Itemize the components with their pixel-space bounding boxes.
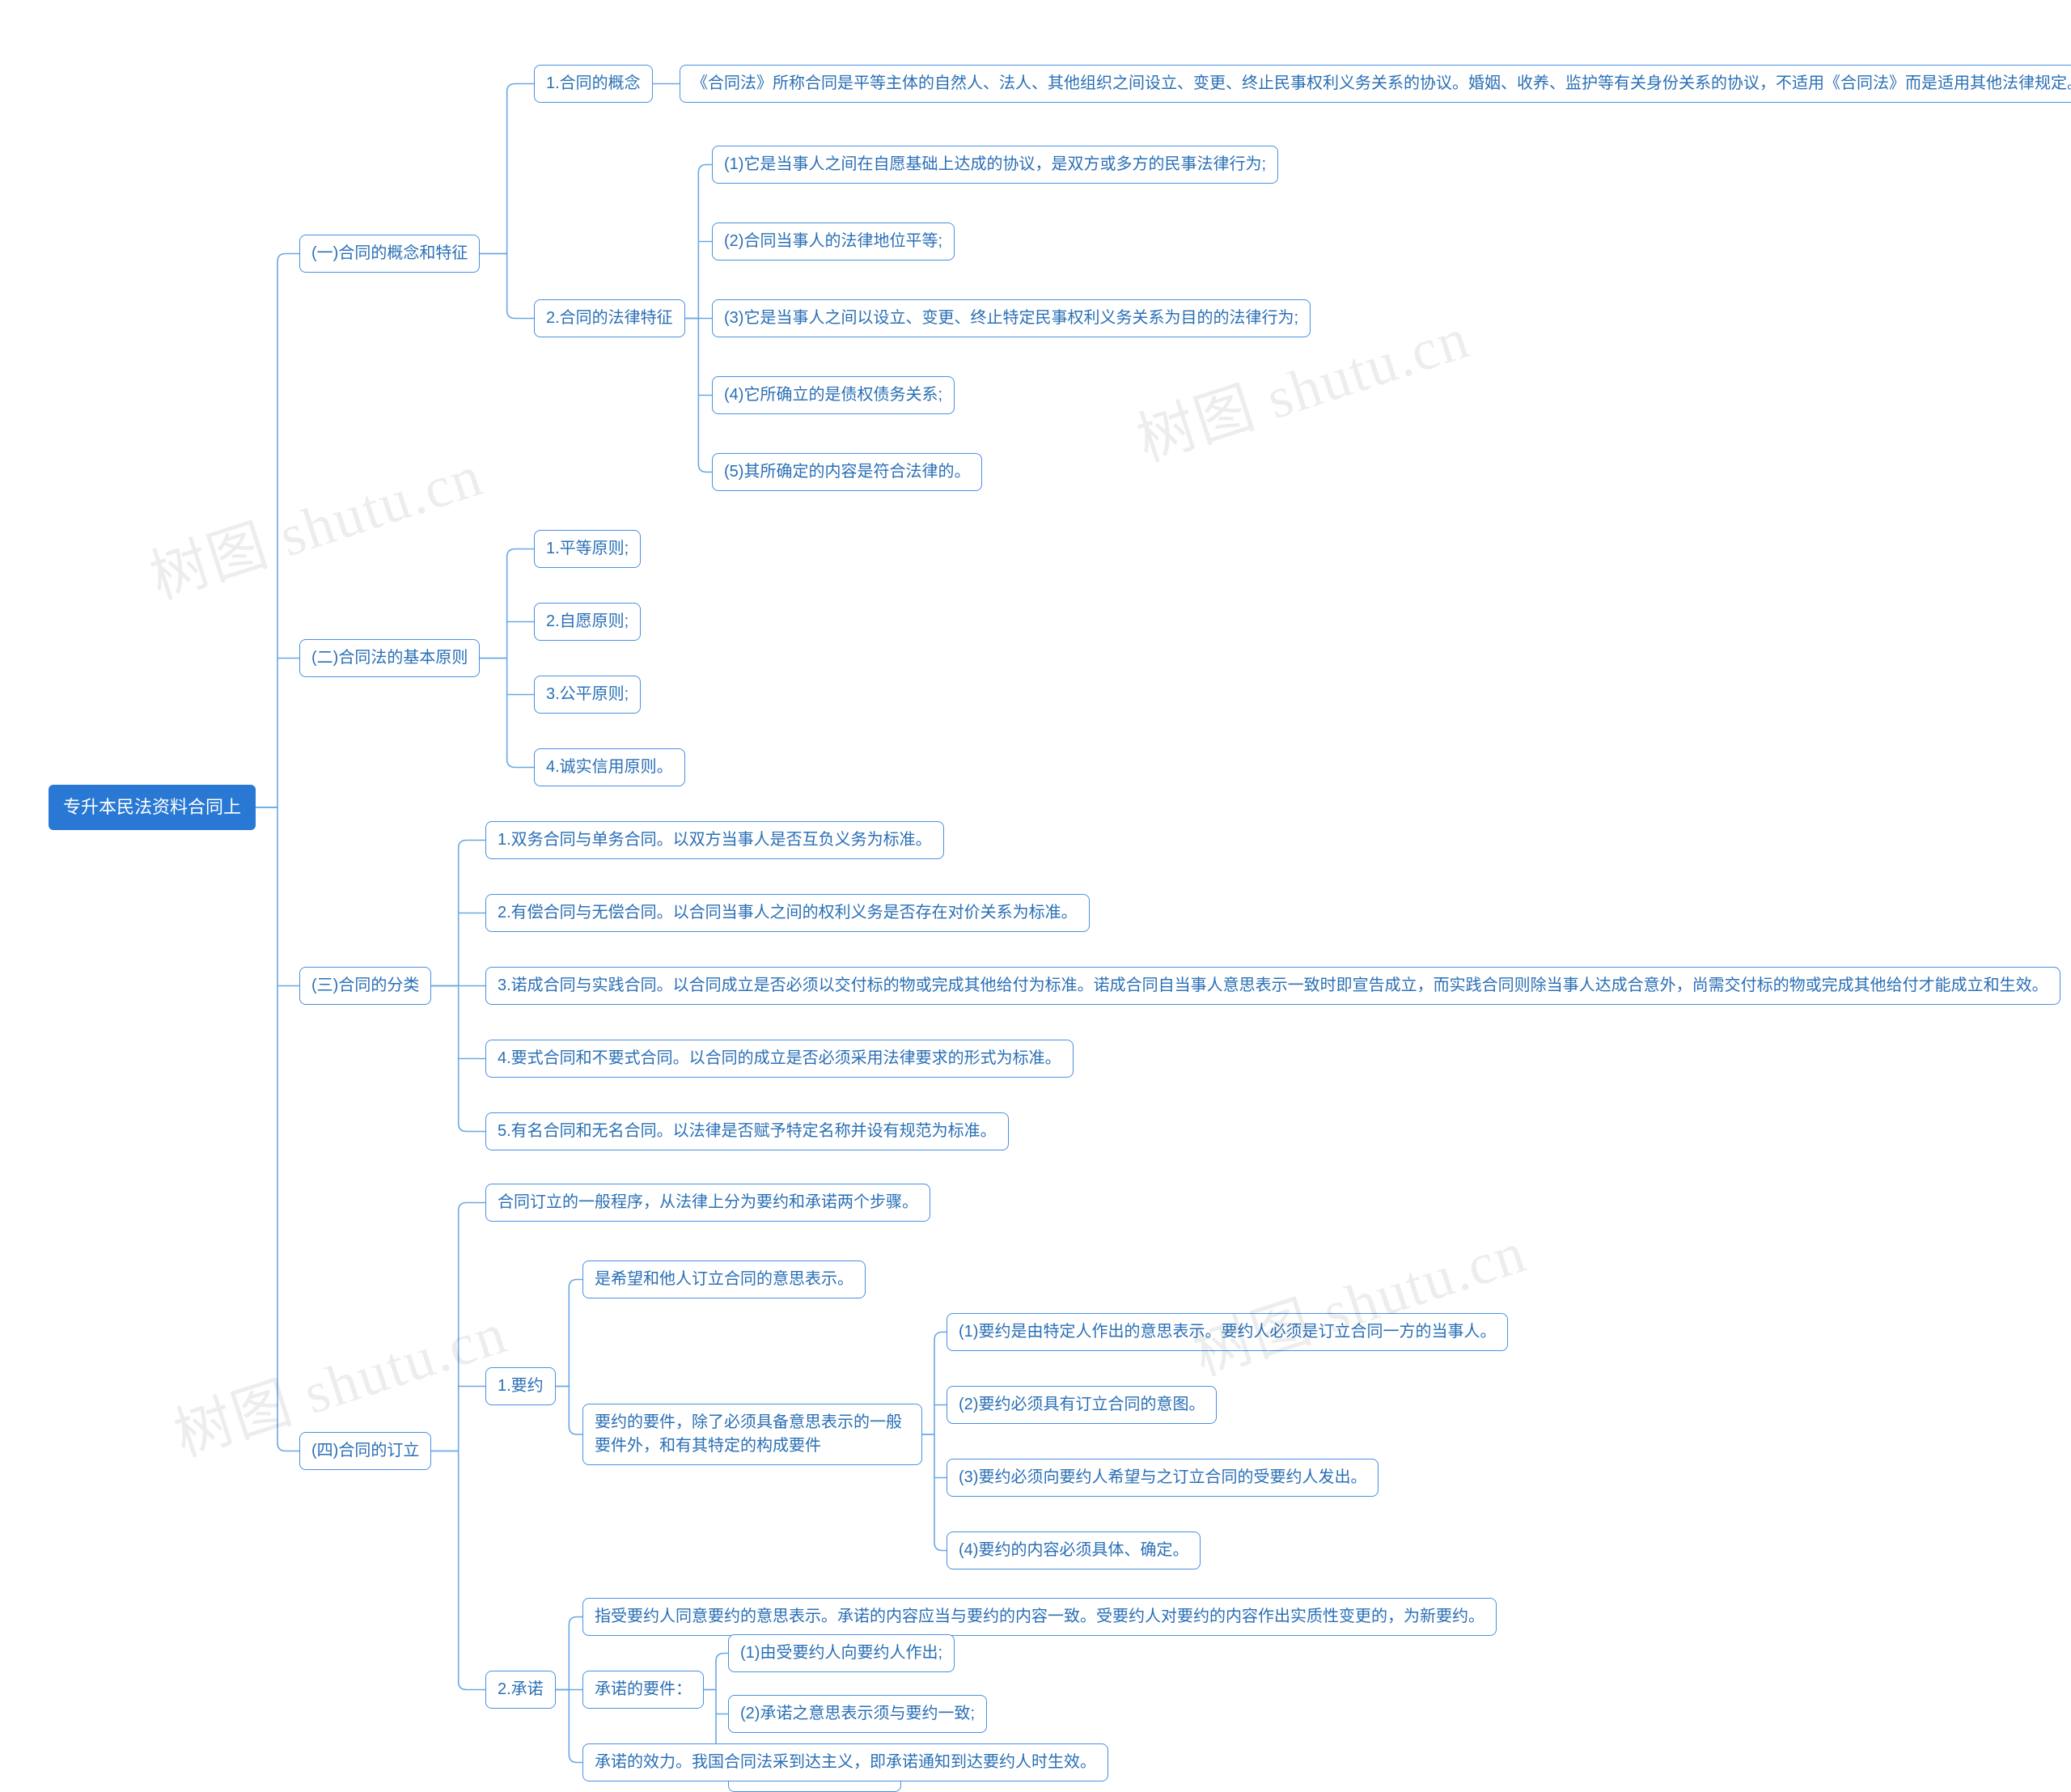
mindmap-node[interactable]: (四)合同的订立 [299, 1432, 431, 1470]
connector-path [277, 254, 299, 262]
node-label: 2.有偿合同与无偿合同。以合同当事人之间的权利义务是否存在对价关系为标准。 [498, 904, 1078, 921]
mindmap-node[interactable]: 要约的要件，除了必须具备意思表示的一般要件外，和有其特定的构成要件 [582, 1404, 922, 1465]
mindmap-node[interactable]: (2)承诺之意思表示须与要约一致; [728, 1695, 987, 1733]
node-label: 要约的要件，除了必须具备意思表示的一般要件外，和有其特定的构成要件 [595, 1413, 902, 1455]
node-label: 3.公平原则; [546, 685, 629, 703]
mindmap-node[interactable]: 1.双务合同与单务合同。以双方当事人是否互负义务为标准。 [485, 821, 944, 859]
connector-path [569, 1280, 582, 1288]
node-label: 2.承诺 [498, 1680, 544, 1698]
connector-path [507, 760, 534, 768]
mindmap-node[interactable]: 1.要约 [485, 1367, 556, 1405]
mindmap-node[interactable]: (三)合同的分类 [299, 967, 431, 1005]
node-label: 2.合同的法律特征 [546, 309, 673, 327]
mindmap-node[interactable]: 2.自愿原则; [534, 603, 641, 641]
node-label: 1.要约 [498, 1377, 544, 1395]
connector-path [698, 165, 712, 173]
node-label: (3)它是当事人之间以设立、变更、终止特定民事权利义务关系为目的的法律行为; [724, 309, 1298, 327]
mindmap-node[interactable]: (二)合同法的基本原则 [299, 639, 480, 677]
mindmap-node[interactable]: 4.要式合同和不要式合同。以合同的成立是否必须采用法律要求的形式为标准。 [485, 1040, 1074, 1078]
mindmap-node[interactable]: 《合同法》所称合同是平等主体的自然人、法人、其他组织之间设立、变更、终止民事权利… [680, 65, 2071, 103]
mindmap-node[interactable]: (5)其所确定的内容是符合法律的。 [712, 453, 982, 491]
mindmap-node[interactable]: 4.诚实信用原则。 [534, 748, 685, 786]
node-label: 承诺的效力。我国合同法采到达主义，即承诺通知到达要约人时生效。 [595, 1753, 1096, 1771]
mindmap-node[interactable]: 2.有偿合同与无偿合同。以合同当事人之间的权利义务是否存在对价关系为标准。 [485, 894, 1090, 932]
mindmap-node[interactable]: (1)要约是由特定人作出的意思表示。要约人必须是订立合同一方的当事人。 [947, 1313, 1508, 1351]
connector-path [569, 1426, 582, 1434]
node-label: 1.平等原则; [546, 540, 629, 557]
mindmap-node[interactable]: 2.承诺 [485, 1671, 556, 1709]
node-label: (4)它所确立的是债权债务关系; [724, 386, 942, 404]
mindmap-node[interactable]: 承诺的要件： [582, 1671, 704, 1709]
connector-path [277, 1443, 299, 1451]
node-label: 承诺的要件： [595, 1680, 692, 1698]
watermark: 树图 shutu.cn [138, 427, 492, 614]
node-label: 《合同法》所称合同是平等主体的自然人、法人、其他组织之间设立、变更、终止民事权利… [692, 74, 2071, 92]
mindmap-node[interactable]: (2)要约必须具有订立合同的意图。 [947, 1386, 1217, 1424]
node-label: (5)其所确定的内容是符合法律的。 [724, 463, 970, 481]
connector-path [459, 841, 485, 849]
node-label: 指受要约人同意要约的意思表示。承诺的内容应当与要约的内容一致。受要约人对要约的内… [595, 1608, 1484, 1625]
mindmap-node[interactable]: 1.合同的概念 [534, 65, 653, 103]
mindmap-node[interactable]: (3)要约必须向要约人希望与之订立合同的受要约人发出。 [947, 1459, 1379, 1497]
node-label: (二)合同法的基本原则 [311, 649, 468, 667]
mindmap-node[interactable]: 是希望和他人订立合同的意思表示。 [582, 1260, 866, 1298]
node-label: 是希望和他人订立合同的意思表示。 [595, 1270, 853, 1288]
mindmap-node[interactable]: (2)合同当事人的法律地位平等; [712, 222, 955, 261]
node-label: 1.双务合同与单务合同。以双方当事人是否互负义务为标准。 [498, 831, 932, 849]
node-label: 4.诚实信用原则。 [546, 758, 673, 776]
mindmap-node[interactable]: 承诺的效力。我国合同法采到达主义，即承诺通知到达要约人时生效。 [582, 1743, 1108, 1781]
mindmap-node[interactable]: (1)它是当事人之间在自愿基础上达成的协议，是双方或多方的民事法律行为; [712, 146, 1278, 184]
mindmap-node[interactable]: 1.平等原则; [534, 530, 641, 568]
connector-path [569, 1755, 582, 1763]
watermark: 树图 shutu.cn [1181, 1204, 1535, 1391]
mindmap-node[interactable]: 合同订立的一般程序，从法律上分为要约和承诺两个步骤。 [485, 1184, 930, 1222]
node-label: (1)由受要约人向要约人作出; [740, 1644, 942, 1662]
mindmap-node[interactable]: (一)合同的概念和特征 [299, 235, 480, 273]
node-label: 4.要式合同和不要式合同。以合同的成立是否必须采用法律要求的形式为标准。 [498, 1049, 1061, 1067]
node-label: (四)合同的订立 [311, 1442, 419, 1459]
node-label: (3)要约必须向要约人希望与之订立合同的受要约人发出。 [959, 1468, 1366, 1486]
mindmap-node[interactable]: 3.公平原则; [534, 676, 641, 714]
node-label: (4)要约的内容必须具体、确定。 [959, 1541, 1188, 1559]
connector-path [698, 464, 712, 472]
mindmap-root-node[interactable]: 专升本民法资料合同上 [49, 785, 256, 830]
node-label: (一)合同的概念和特征 [311, 244, 468, 262]
mindmap-node[interactable]: 2.合同的法律特征 [534, 299, 685, 337]
mindmap-node[interactable]: (3)它是当事人之间以设立、变更、终止特定民事权利义务关系为目的的法律行为; [712, 299, 1311, 337]
node-label: 5.有名合同和无名合同。以法律是否赋予特定名称并设有规范为标准。 [498, 1122, 997, 1140]
mindmap-canvas: 专升本民法资料合同上 (一)合同的概念和特征 1.合同的概念 《合同法》所称合同是平等… [0, 0, 2071, 1792]
connector-path [459, 1682, 485, 1690]
node-label: 3.诺成合同与实践合同。以合同成立是否必须以交付标的物或完成其他给付为标准。诺成… [498, 976, 2048, 994]
connector-path [459, 1203, 485, 1211]
connector-path [569, 1617, 582, 1625]
node-label: (2)要约必须具有订立合同的意图。 [959, 1396, 1205, 1413]
node-label: 合同订立的一般程序，从法律上分为要约和承诺两个步骤。 [498, 1193, 918, 1211]
connector-path [934, 1332, 947, 1341]
connector-path [507, 549, 534, 557]
node-label: (1)要约是由特定人作出的意思表示。要约人必须是订立合同一方的当事人。 [959, 1323, 1496, 1341]
node-label: 专升本民法资料合同上 [63, 797, 241, 817]
connector-path [716, 1654, 728, 1662]
connector-path [459, 1124, 485, 1132]
mindmap-node[interactable]: 5.有名合同和无名合同。以法律是否赋予特定名称并设有规范为标准。 [485, 1112, 1009, 1150]
mindmap-node[interactable]: 3.诺成合同与实践合同。以合同成立是否必须以交付标的物或完成其他给付为标准。诺成… [485, 967, 2060, 1005]
mindmap-node[interactable]: 指受要约人同意要约的意思表示。承诺的内容应当与要约的内容一致。受要约人对要约的内… [582, 1598, 1497, 1636]
connector-path [507, 311, 534, 319]
node-label: (三)合同的分类 [311, 976, 419, 994]
connector-path [507, 84, 534, 92]
node-label: 1.合同的概念 [546, 74, 641, 92]
mindmap-node[interactable]: (4)它所确立的是债权债务关系; [712, 376, 955, 414]
mindmap-node[interactable]: (1)由受要约人向要约人作出; [728, 1634, 955, 1672]
node-label: 2.自愿原则; [546, 612, 629, 630]
connector-path [934, 1543, 947, 1551]
node-label: (1)它是当事人之间在自愿基础上达成的协议，是双方或多方的民事法律行为; [724, 155, 1266, 173]
node-label: (2)承诺之意思表示须与要约一致; [740, 1705, 975, 1722]
node-label: (2)合同当事人的法律地位平等; [724, 232, 942, 250]
mindmap-node[interactable]: (4)要约的内容必须具体、确定。 [947, 1531, 1201, 1570]
